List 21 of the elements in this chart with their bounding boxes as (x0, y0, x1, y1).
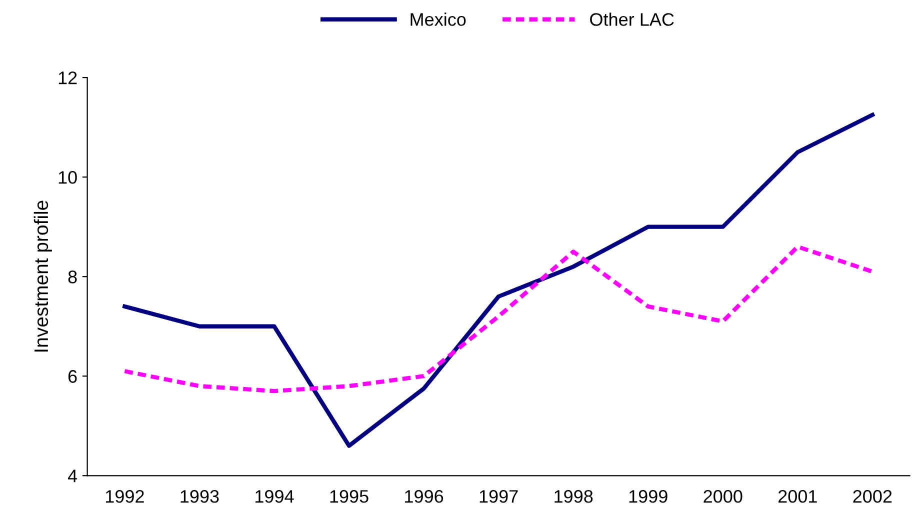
y-tick-label: 4 (68, 470, 78, 482)
line-series (122, 112, 875, 448)
x-tick-label: 2001 (778, 490, 817, 503)
x-tick-label: 1999 (629, 490, 668, 503)
y-axis-title: Investment profile (34, 200, 52, 352)
y-tick-label: 8 (68, 270, 77, 284)
legend-label: Mexico (410, 12, 466, 26)
x-tick-label: 1997 (480, 490, 518, 503)
x-tick-label: 1993 (180, 490, 219, 503)
y-tick-label: 10 (58, 171, 77, 184)
y-tick-label: 6 (68, 370, 77, 383)
y-tick-label: 12 (58, 71, 77, 84)
x-tick-label: 1992 (106, 490, 144, 503)
x-tick-label: 2000 (704, 490, 742, 503)
legend-label: Other LAC (590, 12, 674, 26)
x-tick-label: 1994 (256, 490, 294, 503)
line-series (122, 244, 875, 394)
x-tick-label: 1996 (405, 490, 444, 503)
x-tick-label: 1995 (330, 490, 368, 503)
x-tick-label: 1998 (554, 490, 593, 503)
x-tick-label: 2002 (853, 490, 892, 503)
